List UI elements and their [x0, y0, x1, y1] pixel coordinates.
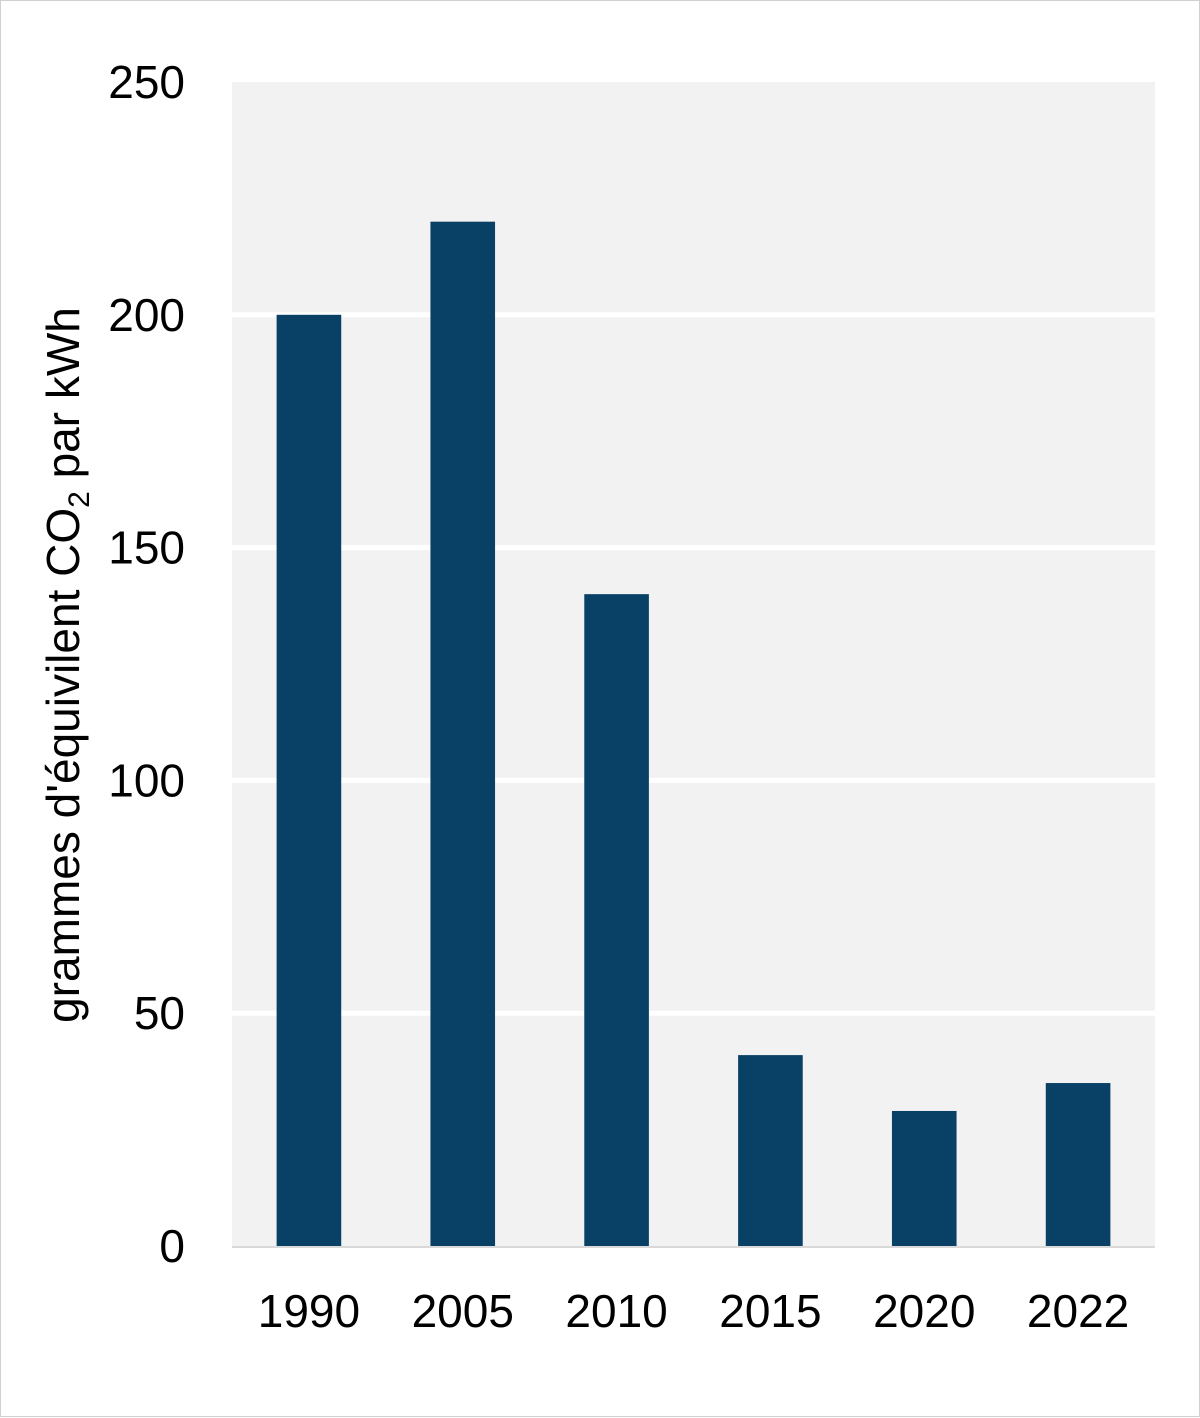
bar-2005	[430, 221, 496, 1247]
y-tick-label: 50	[134, 987, 185, 1039]
x-tick-label: 1990	[258, 1285, 360, 1337]
y-axis-ticks: 0 50 100 150 200 250	[108, 56, 185, 1272]
bar-2020	[891, 1110, 957, 1246]
y-tick-label: 0	[159, 1220, 185, 1272]
x-tick-label: 2010	[565, 1285, 667, 1337]
y-tick-label: 250	[108, 56, 185, 108]
x-tick-label: 2005	[412, 1285, 514, 1337]
gridlines	[232, 312, 1155, 1248]
y-axis-title: grammes d'équivilent CO2 par kWh	[37, 307, 96, 1023]
x-tick-label: 2015	[719, 1285, 821, 1337]
x-tick-label: 2022	[1027, 1285, 1129, 1337]
bar-2015	[738, 1055, 803, 1246]
x-tick-label: 2020	[873, 1285, 975, 1337]
bar-2010	[584, 594, 649, 1246]
y-tick-label: 100	[108, 754, 185, 806]
y-tick-label: 200	[108, 289, 185, 341]
bar-2022	[1045, 1083, 1111, 1246]
y-axis-title-main: grammes d'équivilent CO	[37, 508, 89, 1023]
y-axis-title-subscript: 2	[63, 491, 96, 508]
bars	[276, 221, 1111, 1247]
bar-1990	[276, 314, 342, 1246]
x-axis-ticks: 1990 2005 2010 2015 2020 2022	[258, 1285, 1130, 1337]
plot-area	[232, 82, 1155, 1246]
y-axis-title-suffix: par kWh	[37, 307, 89, 491]
y-tick-label: 150	[108, 522, 185, 574]
